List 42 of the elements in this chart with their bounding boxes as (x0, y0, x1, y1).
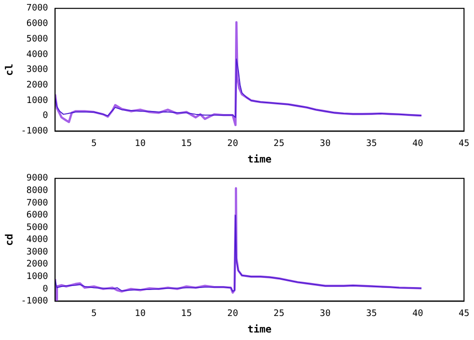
x-tick-label: 25 (274, 138, 284, 149)
x-tick-label: 20 (227, 138, 238, 149)
y-tick-label: 6000 (26, 210, 48, 221)
y-tick-label: 3000 (26, 247, 48, 258)
y-axis-title: cd (4, 234, 16, 246)
y-tick-label: 5000 (26, 34, 48, 44)
y-tick-label: 2000 (26, 260, 48, 270)
x-axis-title: time (248, 324, 272, 336)
x-tick-label: 30 (320, 138, 331, 149)
x-tick-label: 35 (366, 308, 377, 319)
x-tick-label: 15 (181, 308, 192, 319)
x-tick-label: 40 (412, 308, 424, 319)
y-tick-label: 4000 (26, 235, 48, 246)
x-tick-label: 20 (227, 308, 238, 319)
x-tick-label: 5 (91, 308, 97, 319)
y-tick-label: 8000 (26, 186, 48, 196)
x-tick-label: 35 (366, 138, 377, 149)
y-tick-label: 0 (42, 111, 48, 122)
x-tick-label: 30 (320, 308, 331, 319)
y-tick-label: 3000 (26, 65, 48, 76)
y-axis-title: cl (4, 64, 16, 76)
x-tick-label: 45 (458, 308, 470, 319)
x-tick-label: 25 (274, 308, 284, 319)
y-tick-label: -1000 (21, 126, 48, 137)
x-tick-label: 45 (458, 138, 470, 149)
y-tick-label: 0 (42, 284, 48, 294)
y-tick-label: 1000 (26, 96, 48, 106)
x-tick-label: 40 (412, 138, 424, 149)
y-tick-label: 4000 (26, 50, 48, 60)
y-tick-label: 1000 (26, 272, 48, 282)
x-tick-label: 10 (134, 138, 146, 149)
x-axis-title: time (248, 154, 272, 166)
x-tick-label: 10 (134, 308, 146, 319)
y-tick-label: 7000 (26, 198, 48, 208)
x-tick-label: 5 (91, 138, 97, 149)
y-tick-label: 6000 (26, 19, 48, 30)
y-tick-label: 2000 (26, 80, 48, 90)
x-tick-label: 15 (181, 138, 192, 149)
y-tick-label: 9000 (26, 174, 48, 184)
y-tick-label: 7000 (26, 4, 48, 14)
y-tick-label: 5000 (26, 222, 48, 233)
y-tick-label: -1000 (21, 296, 48, 307)
